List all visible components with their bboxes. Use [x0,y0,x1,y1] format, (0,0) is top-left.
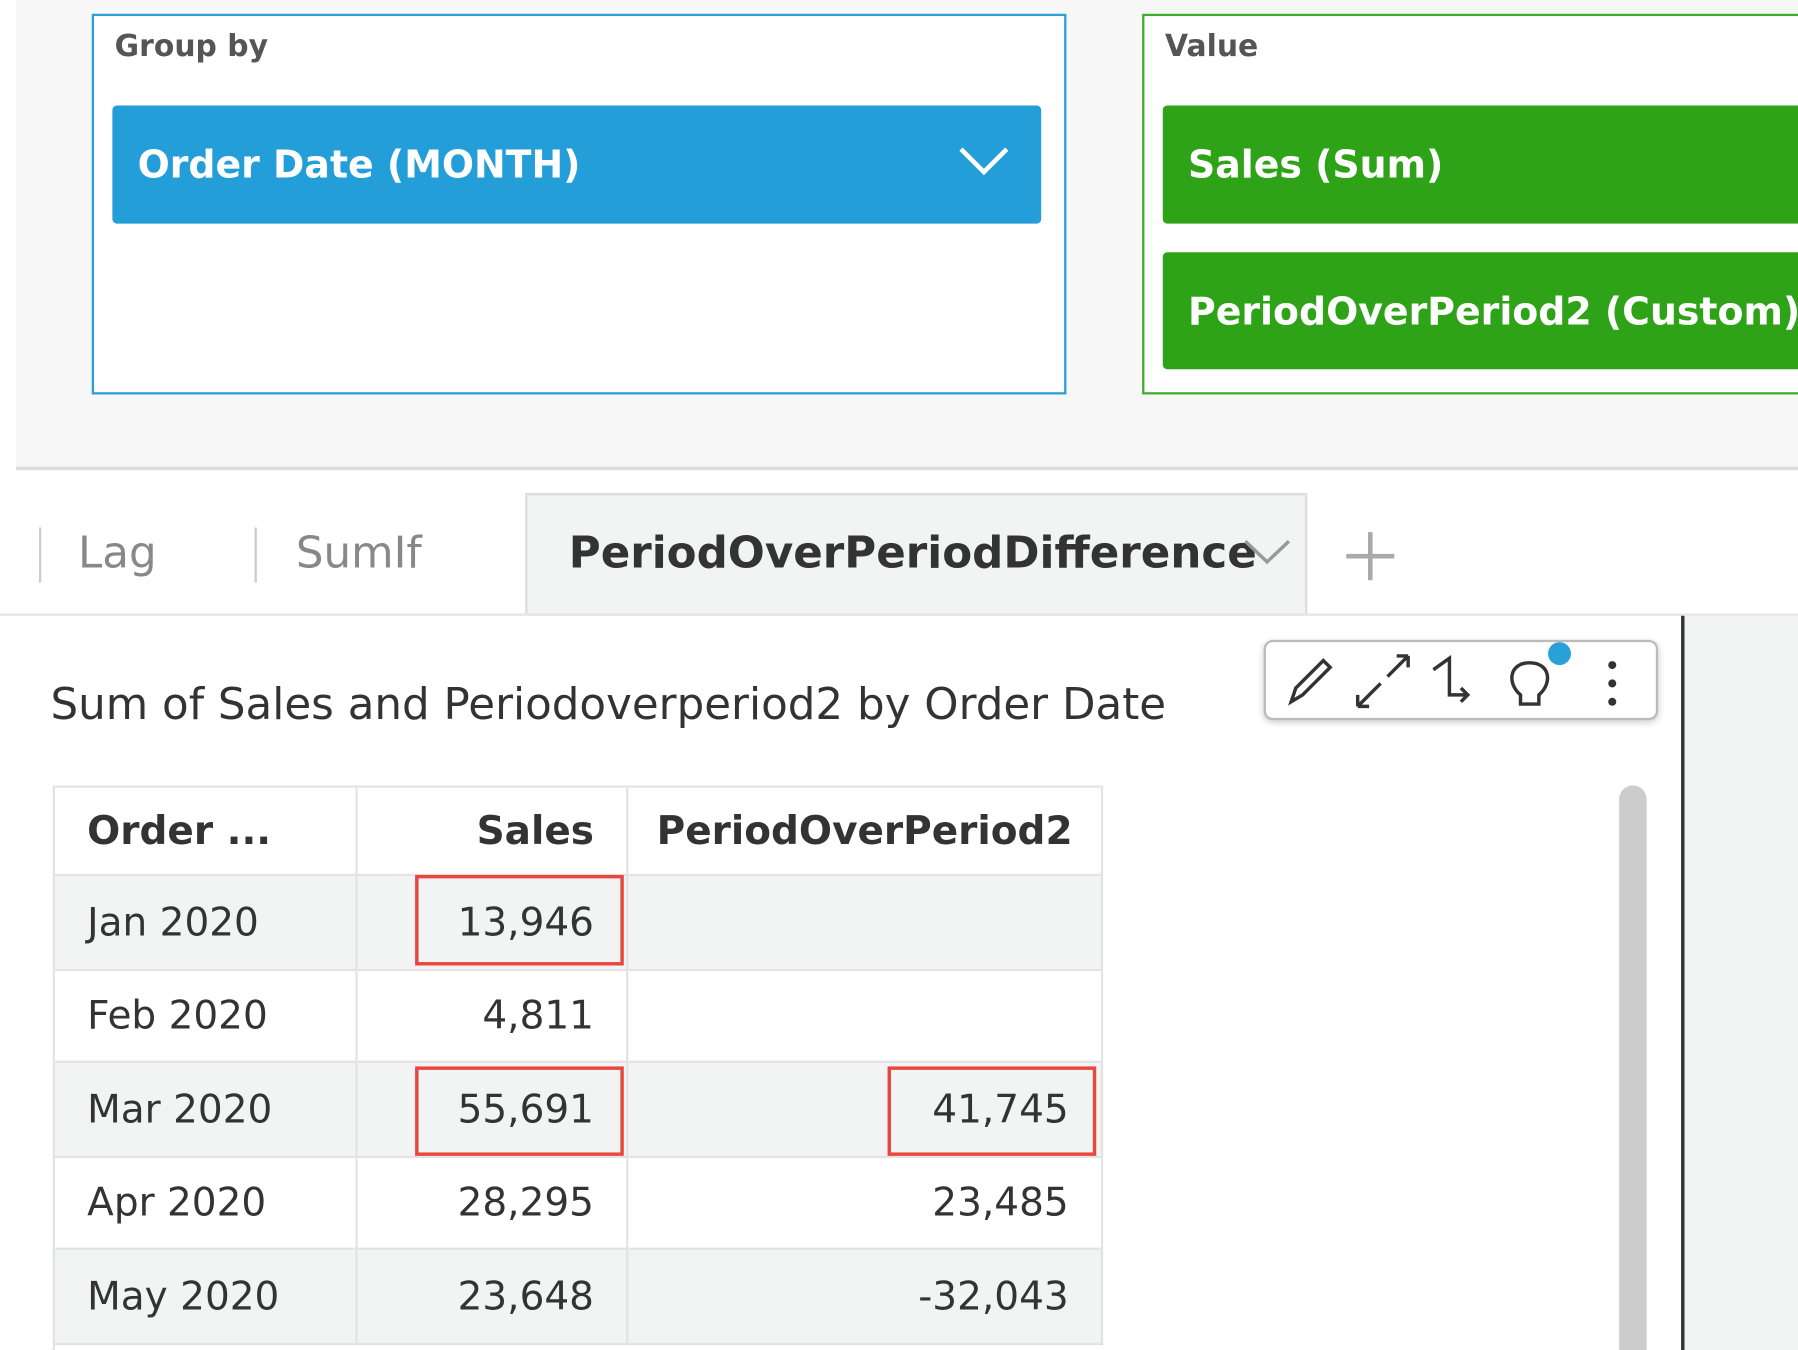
add-tab[interactable] [1344,530,1397,583]
table-cell: Apr 2020 [55,1158,358,1250]
visual-toolbar [1263,639,1660,722]
column-header: Sales [357,787,629,877]
highlight-box [415,874,624,966]
field-chip[interactable]: Sales (Sum) [1162,105,1798,224]
tab-separator [38,527,42,583]
scrollbar[interactable] [1619,785,1647,1350]
active-tab[interactable] [525,493,1308,615]
table-cell [628,971,1104,1063]
chevron[interactable] [956,140,1011,181]
highlight-box [887,1066,1097,1156]
table-cell: 13,946 [357,876,629,972]
visual-title: Sum of Sales and Periodoverperiod2 by Or… [50,678,1167,730]
side-panel [1681,615,1798,1350]
field-chip[interactable]: Order Date (MONTH) [112,105,1042,224]
well-label: Value [1165,29,1259,65]
field-chip[interactable]: PeriodOverPeriod2 (Custom) [1162,252,1798,370]
table-cell: Feb 2020 [55,971,358,1063]
table-cell: 4,811 [357,971,629,1063]
tab[interactable]: PeriodOverPeriodDifference [568,527,1257,578]
toolbar-icons[interactable] [1266,642,1660,722]
highlight-box [415,1066,624,1156]
table-cell: 23,485 [628,1158,1104,1250]
column-header: Order ... [55,787,358,877]
table-cell [628,876,1104,972]
table-cell: Mar 2020 [55,1062,358,1159]
divider [0,613,1798,616]
table-cell: 28,295 [357,1158,629,1250]
table: Order ... Sales PeriodOverPeriod2 Jan 2020 1… [52,785,1104,1350]
column-header: PeriodOverPeriod2 [628,787,1104,877]
tab[interactable]: SumIf [295,527,422,578]
well-label: Group by [114,29,269,65]
tab[interactable]: Lag [77,527,157,578]
table-cell: 41,745 [628,1062,1104,1159]
table-cell: -32,043 [628,1249,1104,1346]
tab-chevron[interactable] [1241,534,1294,568]
table-cell: 55,691 [357,1062,629,1159]
table-cell: May 2020 [55,1249,358,1346]
table-cell: Jan 2020 [55,876,358,972]
tab-separator [254,527,257,583]
table-cell: 23,648 [357,1249,629,1346]
